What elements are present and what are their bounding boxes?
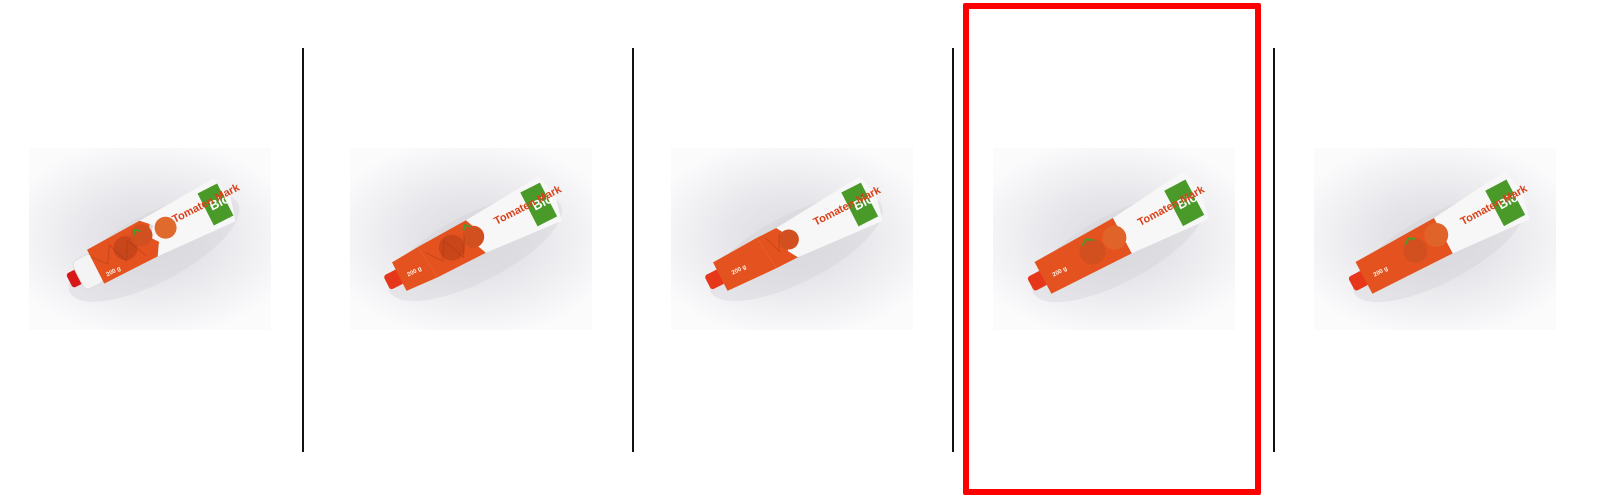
divider-1 (302, 48, 304, 452)
divider-4 (1273, 48, 1275, 452)
tube-photo-5[interactable]: Bio Tomaten Mark 200 g (1314, 148, 1556, 330)
tube-photo-4[interactable]: Bio Tomaten Mark 200 g (993, 148, 1235, 330)
tomato-paste-tube-image: Bio Tomaten Mark 200 g (1027, 171, 1209, 303)
tomato-paste-tube-image: Bio Tomaten Mark 200 g (384, 176, 564, 302)
selection-highlight (963, 3, 1261, 495)
divider-2 (632, 48, 634, 452)
tomato-paste-tube-image: Bio Tomaten Mark 200 g (705, 176, 883, 302)
tomato-paste-tube-image: Bio Tomaten Mark 200 g (1348, 171, 1530, 303)
tube-photo-1[interactable]: Bio Tomaten Mark 200 g (29, 148, 271, 330)
tube-photo-3[interactable]: Bio Tomaten Mark 200 g (671, 148, 913, 330)
tube-photo-2[interactable]: Bio Tomaten Mark 200 g (350, 148, 592, 330)
tomato-paste-tube-image: Bio Tomaten Mark 200 g (66, 178, 242, 302)
divider-3 (952, 48, 954, 452)
